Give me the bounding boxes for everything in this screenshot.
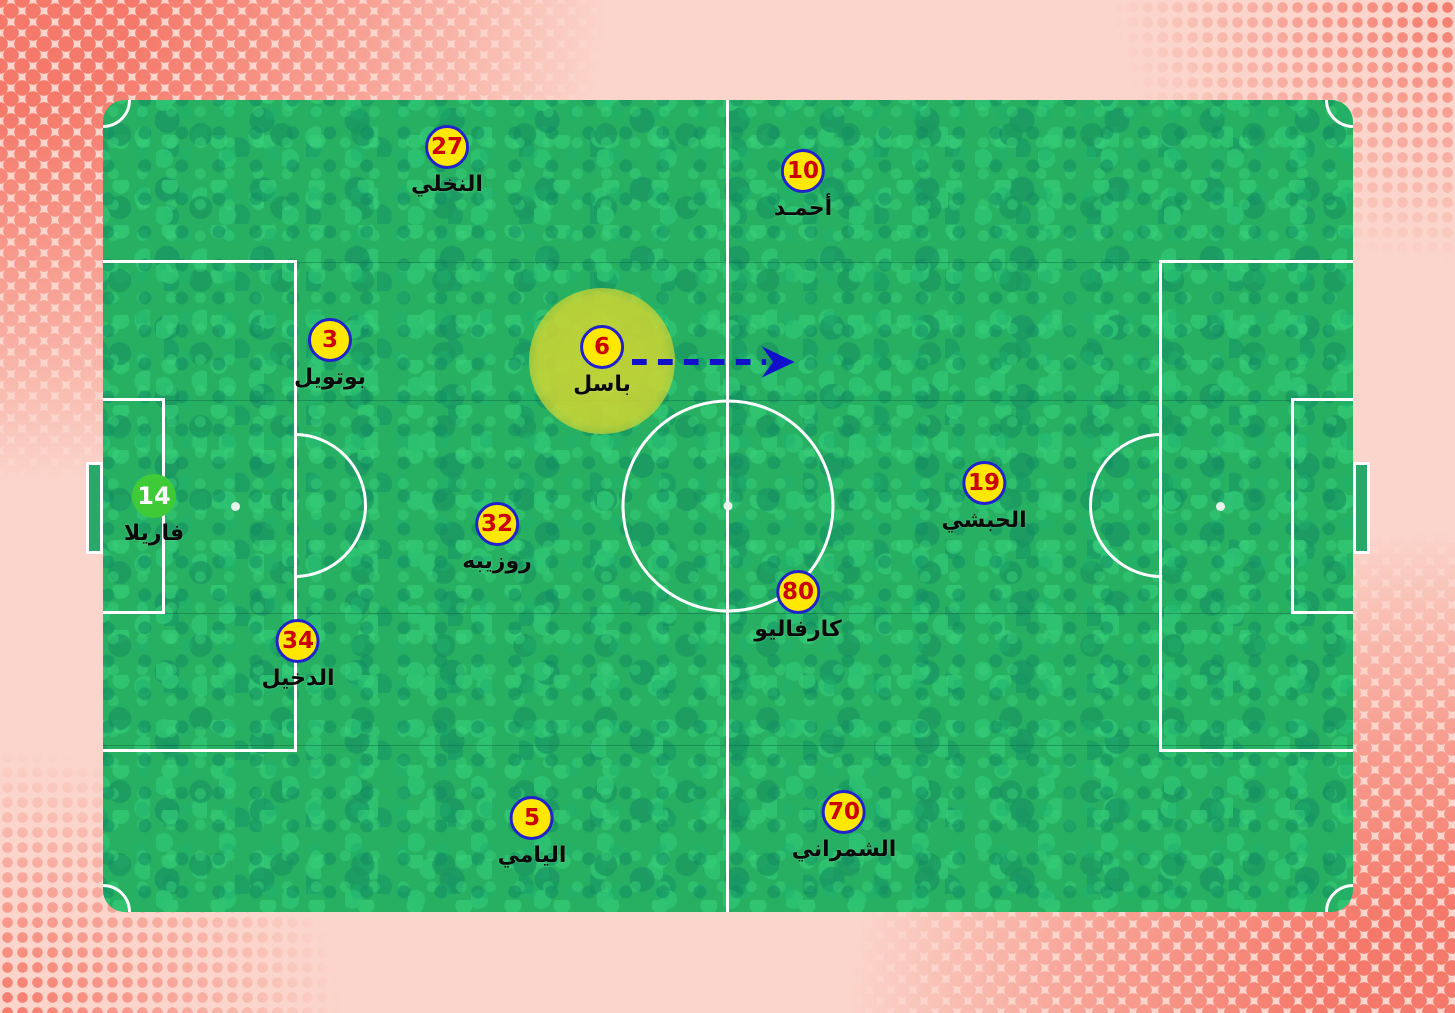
player-number-badge-19[interactable]: 19 [961, 461, 1006, 505]
player-marker-34[interactable]: 34 الدخيل [261, 619, 335, 691]
center-spot [723, 501, 733, 511]
corner-arc-bottom-right [1323, 882, 1353, 912]
player-number-badge-3[interactable]: 3 [307, 318, 352, 362]
player-number-badge-34[interactable]: 34 [275, 619, 320, 663]
player-number-badge-6[interactable]: 6 [579, 325, 624, 369]
penalty-spot-right [1216, 502, 1225, 511]
player-number-badge-10[interactable]: 10 [781, 149, 825, 193]
player-marker-27[interactable]: 27 النخلي [411, 125, 483, 197]
penalty-spot-left [231, 502, 240, 511]
goal-left [86, 462, 103, 554]
player-marker-5[interactable]: 5 اليامي [497, 796, 567, 868]
player-number-badge-14[interactable]: 14 [131, 474, 176, 518]
player-marker-19[interactable]: 19 الحبشي [941, 461, 1027, 533]
penalty-area-right [1159, 260, 1353, 752]
player-marker-3[interactable]: 3 بوتويل [294, 318, 366, 390]
player-name-label-70: الشمراني [791, 837, 897, 862]
player-name-label-5: اليامي [497, 843, 567, 868]
player-marker-32[interactable]: 32 روزيبه [462, 502, 532, 574]
player-name-label-27: النخلي [411, 172, 483, 197]
player-marker-14[interactable]: 14 فاريلا [124, 474, 184, 546]
player-number-badge-5[interactable]: 5 [509, 796, 554, 840]
corner-arc-bottom-left [103, 882, 133, 912]
goal-right [1353, 462, 1370, 554]
penalty-area-left [103, 260, 297, 752]
player-number-badge-80[interactable]: 80 [775, 570, 820, 614]
player-marker-6[interactable]: 6 باسل [573, 325, 631, 397]
player-marker-80[interactable]: 80 كارفاليو [754, 570, 842, 642]
penalty-arc-left [297, 433, 397, 578]
player-number-badge-27[interactable]: 27 [424, 125, 469, 169]
pitch-grass [103, 100, 1353, 912]
player-name-label-3: بوتويل [293, 365, 367, 390]
player-name-label-32: روزيبه [462, 549, 532, 574]
player-marker-10[interactable]: 10 أحمـد [774, 149, 832, 221]
goal-area-right [1291, 398, 1353, 614]
player-number-badge-32[interactable]: 32 [475, 502, 519, 546]
player-name-label-14: فاريلا [123, 521, 185, 546]
pitch [86, 100, 1370, 912]
player-name-label-19: الحبشي [941, 508, 1027, 533]
player-number-badge-70[interactable]: 70 [822, 790, 866, 834]
player-name-label-34: الدخيل [261, 666, 335, 691]
player-name-label-10: أحمـد [773, 196, 833, 221]
corner-arc-top-left [103, 100, 133, 130]
corner-arc-top-right [1323, 100, 1353, 130]
player-name-label-80: كارفاليو [754, 617, 842, 642]
player-name-label-6: باسل [573, 372, 631, 397]
player-marker-70[interactable]: 70 الشمراني [791, 790, 897, 862]
center-circle [621, 399, 835, 613]
penalty-arc-right [1059, 433, 1159, 578]
